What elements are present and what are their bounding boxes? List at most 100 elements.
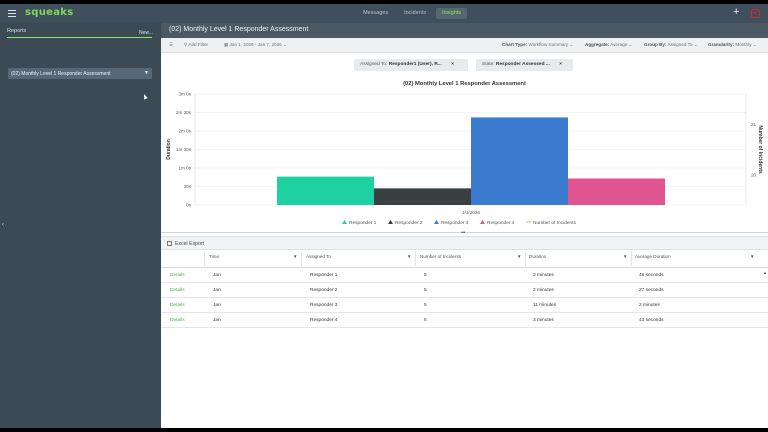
cell-assigned-to: Responder 4 (310, 317, 338, 323)
column-header-time[interactable]: Time ▼ (209, 254, 301, 264)
hamburger-menu-icon[interactable] (8, 10, 16, 17)
y-tick-label: 2m 0s (178, 129, 191, 134)
date-range-picker[interactable]: ▦ Jan 1, 2026 - Jan 7, 2026 ⌄ (224, 42, 287, 48)
details-link[interactable]: Details (170, 302, 185, 308)
remove-filter-icon[interactable]: × (451, 62, 454, 67)
list-icon[interactable]: ☰ (169, 42, 174, 47)
legend-marker (342, 220, 347, 224)
pane-splitter[interactable] (161, 232, 768, 233)
nav-tabs: Messages Incidents Insights (357, 8, 471, 19)
remove-filter-icon[interactable]: × (559, 62, 562, 67)
y2-tick-label: 21 (751, 122, 757, 127)
reports-sidebar: Reports New... (02) Monthly Level 1 Resp… (0, 23, 161, 428)
column-divider[interactable] (301, 252, 302, 266)
app-logo[interactable]: squeaks (25, 7, 74, 18)
splitter-handle-icon[interactable]: ••• (461, 230, 465, 236)
table-header: Time ▼ Assigned To ▼ Number of Incidents… (161, 250, 768, 268)
granularity-label: Granularity: (708, 42, 735, 47)
filter-chip-state[interactable]: State: Responder Assessed ... × (476, 59, 573, 71)
column-filter-icon[interactable]: ▼ (293, 254, 298, 259)
cell-incident-count: 5 (424, 287, 427, 293)
cell-duration: 2 minutes (533, 287, 554, 293)
column-filter-icon[interactable]: ▼ (750, 254, 755, 259)
cell-duration: 3 minutes (533, 272, 554, 278)
legend-marker (434, 220, 439, 224)
column-filter-icon[interactable]: ▼ (407, 254, 412, 259)
details-link[interactable]: Details (170, 317, 185, 323)
chevron-down-icon: ⌄ (281, 42, 287, 47)
nav-tab-messages[interactable]: Messages (363, 10, 389, 16)
group-by-label: Group By: (644, 42, 667, 47)
sidebar-item-label: (02) Monthly Level 1 Responder Assessmen… (11, 70, 111, 77)
column-filter-icon[interactable]: ▼ (517, 254, 522, 259)
column-divider[interactable] (415, 252, 416, 266)
new-report-button[interactable]: New... (139, 30, 153, 36)
legend-marker (388, 220, 393, 224)
scroll-up-arrow-icon[interactable]: ▲ (763, 270, 767, 275)
bar-responder-3 (471, 117, 568, 205)
filter-chip-assigned-to[interactable]: Assigned To: Responder1 (User), R... × (354, 59, 468, 71)
cell-assigned-to: Responder 2 (310, 287, 338, 293)
report-toolbar: ☰ ⚲ Add Filter ▦ Jan 1, 2026 - Jan 7, 20… (161, 38, 768, 53)
column-divider[interactable] (525, 252, 526, 266)
filter-icon: ⚲ (184, 42, 189, 47)
column-divider[interactable] (204, 252, 205, 266)
nav-tab-incidents[interactable]: Incidents (404, 10, 427, 16)
column-filter-icon[interactable]: ▼ (623, 254, 628, 259)
caret-down-icon[interactable]: ▼ (144, 70, 149, 76)
column-header-average-duration[interactable]: Average Duration ▼ (635, 254, 758, 264)
filter-chip-value: Responder1 (User), R... (388, 62, 442, 67)
cell-average-duration: 27 seconds (639, 287, 664, 293)
details-link[interactable]: Details (170, 272, 185, 278)
cell-average-duration: 2 minutes (639, 302, 660, 308)
data-table: Time ▼ Assigned To ▼ Number of Incidents… (161, 250, 768, 328)
add-button[interactable]: + (733, 6, 740, 18)
chart-type-value: Workflow Summary (528, 42, 569, 47)
add-filter-button[interactable]: ⚲ Add Filter (184, 42, 208, 48)
report-title-bar: (02) Monthly Level 1 Responder Assessmen… (161, 23, 768, 38)
column-header-duration[interactable]: Duration ▼ (529, 254, 630, 264)
column-header-assigned-to[interactable]: Assigned To ▼ (306, 254, 414, 264)
chart-type-select[interactable]: Chart Type: Workflow Summary ⌄ (502, 42, 574, 47)
legend-label: Responder 1 (349, 220, 377, 226)
legend-label: Responder 2 (395, 220, 423, 226)
date-range-label: Jan 1, 2026 - Jan 7, 2026 (229, 42, 282, 47)
legend-marker (480, 220, 485, 224)
column-title: Assigned To (306, 254, 331, 259)
filter-chip-label: State: (482, 62, 495, 67)
bar-responder-1 (277, 176, 374, 205)
aggregate-value: Average (610, 42, 628, 47)
sidebar-item-report[interactable]: (02) Monthly Level 1 Responder Assessmen… (8, 68, 152, 79)
bar-chart: 0s 30s 1m 0s 1m 30s 2m 0s 2m 30s 3m 0s 20 21 Dura… (166, 92, 763, 226)
column-header-number-of-incidents[interactable]: Number of Incidents ▼ (420, 254, 524, 264)
collapse-sidebar-icon[interactable]: ‹ (2, 222, 4, 228)
group-by-select[interactable]: Group By: Assigned To ⌄ (644, 42, 698, 47)
column-divider[interactable] (631, 252, 632, 266)
cell-assigned-to: Responder 3 (310, 302, 338, 308)
y-tick-label: 1m 30s (176, 147, 192, 152)
table-row: Details Jan Responder 3 5 11 minutes 2 m… (161, 298, 768, 313)
aggregate-select[interactable]: Aggregate: Average ⌄ (585, 42, 633, 47)
cell-incident-count: 5 (424, 317, 427, 323)
sidebar-header[interactable]: Reports (7, 28, 27, 34)
sidebar-header-underline (7, 37, 152, 38)
cell-assigned-to: Responder 1 (310, 272, 338, 278)
calendar-icon: ▦ (224, 42, 230, 47)
y-tick-label: 2m 30s (176, 110, 192, 115)
filter-chip-value: Responder Assessed ... (495, 62, 550, 67)
granularity-select[interactable]: Granularity: Monthly ⌄ (708, 42, 757, 47)
excel-icon (167, 241, 172, 246)
brand-badge-icon[interactable] (751, 9, 760, 18)
y-tick-label: 3m 0s (178, 92, 191, 97)
nav-tab-insights[interactable]: Insights (436, 8, 468, 19)
aggregate-label: Aggregate: (585, 42, 610, 47)
y-tick-label: 1m 0s (178, 166, 191, 171)
excel-export-button[interactable]: Excel Export (175, 240, 205, 247)
y-axis-title: Duration (166, 139, 172, 160)
column-title: Number of Incidents (420, 254, 462, 259)
details-link[interactable]: Details (170, 287, 185, 293)
page-title: (02) Monthly Level 1 Responder Assessmen… (169, 26, 309, 33)
cell-time: Jan (213, 272, 221, 278)
group-by-value: Assigned To (667, 42, 693, 47)
cell-duration: 11 minutes (533, 302, 557, 308)
